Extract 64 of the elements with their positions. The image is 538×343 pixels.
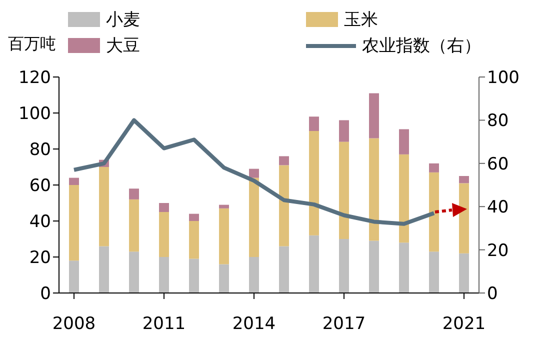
bar <box>399 154 409 243</box>
y2-tick-label: 20 <box>487 240 509 261</box>
bar <box>369 240 379 293</box>
bar <box>159 257 169 293</box>
bar <box>69 178 79 185</box>
bar <box>219 264 229 293</box>
bar <box>159 212 169 257</box>
bar <box>249 168 259 178</box>
y2-tick-label: 60 <box>487 154 509 174</box>
bar <box>399 242 409 293</box>
x-tick-label: 2014 <box>232 314 276 334</box>
bar <box>429 252 439 293</box>
y-tick-label: 80 <box>29 140 51 160</box>
bar <box>189 258 199 293</box>
bar <box>129 188 139 200</box>
bar <box>69 185 79 261</box>
y-tick-label: 100 <box>18 104 51 124</box>
y-tick-label: 60 <box>29 176 51 196</box>
bar <box>189 214 199 221</box>
bar <box>219 208 229 264</box>
bar <box>99 167 109 246</box>
bar <box>429 172 439 252</box>
bar <box>249 178 259 257</box>
bar <box>369 93 379 138</box>
y-tick-label: 20 <box>29 248 51 268</box>
y-axis-title: 百万吨 <box>8 34 56 55</box>
bar <box>129 252 139 293</box>
bar <box>309 116 319 131</box>
legend-label: 农业指数（右） <box>362 35 481 57</box>
bar <box>399 129 409 154</box>
line-series <box>72 118 436 226</box>
y2-tick-label: 100 <box>487 68 520 88</box>
legend-label: 小麦 <box>106 9 140 31</box>
bar <box>69 260 79 293</box>
y2-tick-label: 40 <box>487 198 509 218</box>
x-tick-label: 2008 <box>52 314 96 334</box>
legend-label: 大豆 <box>106 35 140 57</box>
bar <box>279 165 289 246</box>
legend-label: 玉米 <box>344 9 378 31</box>
y2-tick-label: 80 <box>487 111 509 132</box>
bar <box>429 163 439 172</box>
x-tick-label: 2011 <box>142 314 186 334</box>
bar <box>159 203 169 212</box>
bar <box>309 131 319 236</box>
bar <box>339 239 349 293</box>
bar <box>339 142 349 239</box>
bar <box>99 246 109 293</box>
bar <box>249 257 259 293</box>
bar <box>339 120 349 142</box>
bar <box>279 156 289 166</box>
y-tick-label: 40 <box>29 212 51 232</box>
y2-tick-label: 0 <box>487 284 498 304</box>
x-tick-label: 2021 <box>442 314 486 334</box>
bar <box>129 199 139 252</box>
y-tick-label: 120 <box>18 68 51 88</box>
bar <box>219 204 229 208</box>
bar <box>459 176 469 184</box>
bar <box>369 138 379 241</box>
bar <box>189 221 199 259</box>
x-tick-label: 2017 <box>322 314 366 334</box>
bar <box>279 246 289 293</box>
y-tick-label: 0 <box>40 284 51 304</box>
bar <box>309 235 319 293</box>
bar <box>459 253 469 293</box>
